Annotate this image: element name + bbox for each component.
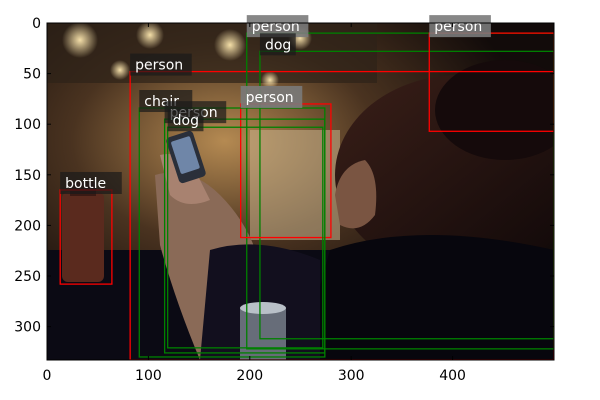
detection-label-text: person	[135, 58, 183, 74]
detection-box-person	[428, 32, 554, 132]
axes-frame	[46, 22, 555, 361]
y-tick-label: 250	[14, 269, 41, 285]
detection-label-bottle: bottle	[60, 171, 122, 194]
x-axis-ticks: 0 100 200 300 400	[43, 23, 466, 384]
detection-label-text: dog	[173, 113, 199, 129]
detection-label-text: dog	[265, 37, 291, 53]
y-tick-label: 100	[14, 117, 41, 133]
y-tick-label: 50	[23, 67, 41, 83]
detection-label-person: person	[429, 15, 491, 38]
detection-label-person: person	[240, 85, 303, 108]
detection-box-dog	[259, 50, 554, 340]
detection-label-bg	[130, 53, 192, 76]
detection-box-person	[246, 32, 554, 350]
y-axis-ticks: 0 50 100 150 200 250 300	[14, 16, 554, 336]
y-tick-label: 0	[32, 16, 41, 32]
x-tick-label: 0	[43, 368, 52, 384]
detection-label-text: person	[252, 19, 300, 35]
x-tick-label: 400	[439, 368, 466, 384]
y-tick-label: 200	[14, 218, 41, 234]
detection-box-person	[163, 118, 326, 354]
detection-label-dog: dog	[259, 33, 296, 56]
y-tick-label: 150	[14, 168, 41, 184]
detection-labels: personpersondogpersonpersonchairpersondo…	[60, 15, 491, 194]
detection-label-bg	[167, 109, 204, 132]
detection-label-person: person	[130, 53, 192, 76]
detection-label-text: bottle	[65, 176, 106, 192]
detection-label-bg	[240, 85, 303, 108]
detection-label-text: person	[434, 19, 482, 35]
x-tick-label: 200	[236, 368, 263, 384]
detection-box-dog	[167, 126, 324, 349]
detection-label-dog: dog	[167, 109, 204, 132]
x-tick-label: 100	[135, 368, 162, 384]
detection-label-bg	[60, 171, 122, 194]
y-tick-label: 300	[14, 320, 41, 336]
x-tick-label: 300	[338, 368, 365, 384]
detection-label-bg	[259, 33, 296, 56]
detection-label-text: person	[246, 90, 294, 106]
detection-label-bg	[429, 15, 491, 38]
detection-label-bg	[246, 15, 309, 38]
